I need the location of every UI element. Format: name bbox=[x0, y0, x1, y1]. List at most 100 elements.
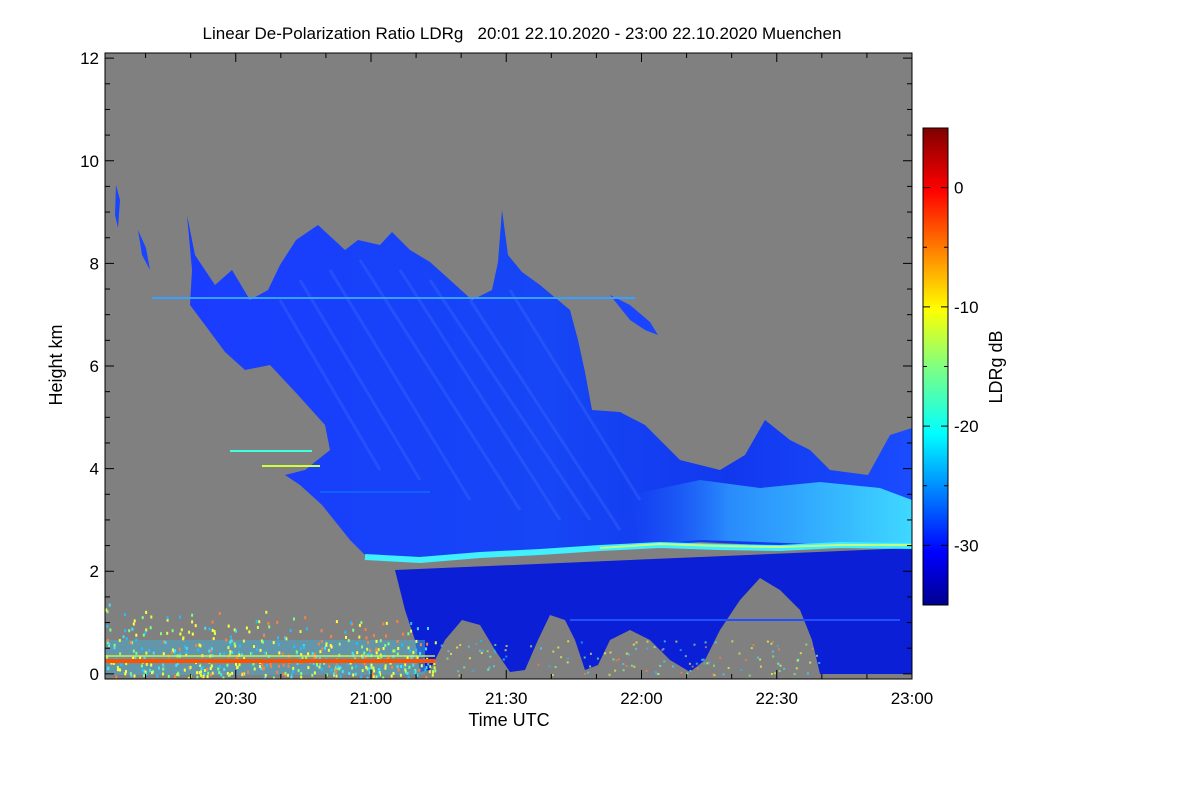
clutter-speck bbox=[504, 649, 507, 652]
clutter-speck bbox=[284, 636, 287, 640]
clutter-speck bbox=[307, 652, 310, 656]
clutter-speck bbox=[795, 667, 798, 670]
clutter-speck bbox=[714, 641, 717, 644]
y-tick-label: 0 bbox=[90, 665, 99, 684]
clutter-speck bbox=[366, 647, 369, 651]
clutter-speck bbox=[132, 622, 135, 626]
clutter-speck bbox=[229, 652, 232, 656]
clutter-speck bbox=[612, 658, 615, 661]
clutter-speck bbox=[684, 655, 687, 658]
ice-cloud-texture bbox=[278, 259, 642, 531]
clutter-speck bbox=[356, 651, 359, 655]
cloud-fragment-early bbox=[138, 230, 150, 270]
colorbar-tick-label: 0 bbox=[954, 179, 963, 198]
clutter-speck bbox=[580, 641, 583, 644]
clutter-speck bbox=[256, 648, 259, 652]
clutter-speck bbox=[296, 662, 299, 665]
clutter-speck bbox=[203, 669, 206, 672]
clutter-speck bbox=[770, 642, 773, 645]
clutter-speck bbox=[363, 662, 366, 666]
artifact-lines bbox=[152, 297, 900, 621]
clutter-speck bbox=[646, 647, 649, 650]
clutter-speck bbox=[253, 667, 256, 671]
clutter-speck bbox=[774, 672, 776, 675]
clutter-speck bbox=[234, 644, 237, 648]
clutter-speck bbox=[410, 656, 413, 660]
clutter-speck bbox=[188, 630, 191, 634]
clutter-speck bbox=[352, 673, 355, 677]
clutter-speck bbox=[731, 640, 734, 643]
clutter-speck bbox=[213, 632, 216, 635]
clutter-speck bbox=[419, 651, 422, 655]
clutter-speck bbox=[263, 634, 266, 637]
clutter-speck bbox=[145, 662, 148, 666]
clutter-speck bbox=[409, 649, 412, 653]
clutter-speck bbox=[783, 667, 786, 670]
clutter-speck bbox=[450, 652, 452, 655]
x-tick-label: 21:30 bbox=[485, 689, 528, 708]
clutter-speck bbox=[115, 675, 118, 679]
x-tick-label: 23:00 bbox=[891, 689, 934, 708]
clutter-speck bbox=[213, 630, 216, 633]
clutter-speck bbox=[116, 665, 119, 669]
clutter-speck bbox=[235, 629, 237, 633]
clutter-speck bbox=[494, 644, 497, 646]
clutter-speck bbox=[695, 662, 698, 665]
clutter-speck bbox=[307, 666, 310, 670]
clutter-speck bbox=[332, 672, 335, 676]
clutter-speck bbox=[740, 669, 743, 671]
clutter-speck bbox=[259, 665, 261, 668]
clutter-speck bbox=[176, 673, 179, 677]
clutter-speck bbox=[130, 674, 133, 678]
clutter-speck bbox=[375, 647, 378, 651]
clutter-speck bbox=[236, 666, 239, 669]
clutter-speck bbox=[344, 630, 347, 634]
clutter-speck bbox=[263, 666, 266, 670]
clutter-speck bbox=[419, 643, 422, 647]
clutter-speck bbox=[661, 649, 664, 652]
clutter-speck bbox=[108, 603, 111, 607]
clutter-speck bbox=[195, 643, 198, 647]
y-tick-label: 4 bbox=[90, 460, 99, 479]
clutter-speck bbox=[143, 669, 145, 673]
clutter-speck bbox=[208, 649, 211, 653]
clutter-speck bbox=[282, 672, 285, 676]
clutter-speck bbox=[196, 675, 199, 679]
clutter-speck bbox=[432, 670, 435, 674]
clutter-speck bbox=[365, 636, 368, 640]
clutter-speck bbox=[373, 669, 376, 673]
clutter-speck bbox=[475, 642, 478, 645]
clutter-speck bbox=[336, 667, 339, 670]
clutter-speck bbox=[625, 652, 628, 655]
clutter-speck bbox=[238, 663, 241, 667]
clutter-speck bbox=[431, 673, 434, 677]
clutter-speck bbox=[617, 658, 620, 661]
clutter-speck bbox=[708, 661, 711, 664]
x-axis-label: Time UTC bbox=[468, 710, 549, 730]
clutter-speck bbox=[108, 642, 111, 646]
clutter-speck bbox=[300, 675, 303, 679]
clutter-speck bbox=[354, 672, 357, 676]
clutter-speck bbox=[818, 662, 821, 664]
clutter-speck bbox=[633, 665, 636, 668]
clutter-speck bbox=[364, 627, 367, 631]
cloud-fragment-late bbox=[610, 295, 658, 335]
clutter-speck bbox=[458, 674, 461, 677]
clutter-speck bbox=[622, 669, 625, 672]
high-ldr-region bbox=[630, 480, 912, 545]
clutter-speck bbox=[174, 649, 176, 653]
clutter-speck bbox=[238, 651, 241, 655]
clutter-speck bbox=[378, 668, 381, 672]
clutter-speck bbox=[202, 675, 205, 678]
clutter-speck bbox=[478, 649, 481, 652]
clutter-speck bbox=[396, 652, 399, 656]
clutter-speck bbox=[415, 648, 418, 652]
clutter-speck bbox=[209, 649, 212, 653]
clutter-speck bbox=[264, 674, 267, 677]
clutter-speck bbox=[300, 653, 303, 657]
clutter-speck bbox=[311, 652, 314, 656]
clutter-speck bbox=[338, 667, 341, 671]
clutter-speck bbox=[407, 675, 410, 679]
clutter-speck bbox=[645, 669, 648, 672]
clutter-speck bbox=[185, 646, 188, 650]
